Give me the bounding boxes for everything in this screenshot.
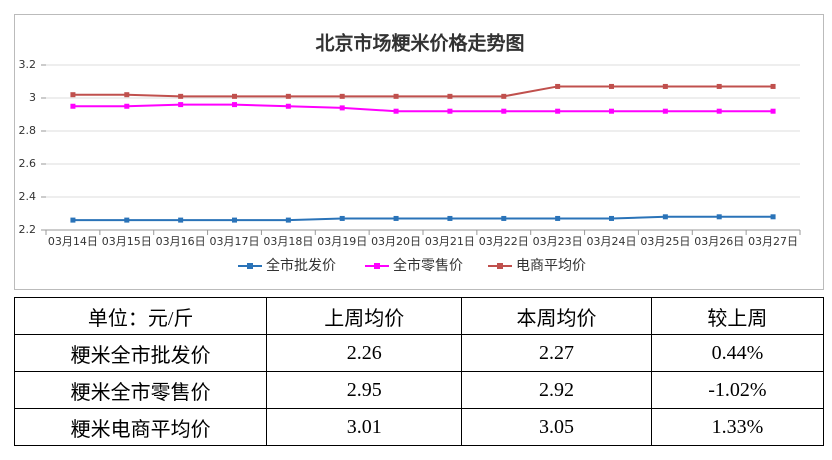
point-marker: [232, 217, 237, 223]
x-tick-label: 03月22日: [479, 235, 529, 248]
table-row: 粳米全市零售价 2.95 2.92 -1.02%: [13, 371, 825, 409]
table-cell: 3.05: [461, 408, 652, 446]
x-tick-label: 03月17日: [210, 235, 260, 248]
x-tick-label: 03月15日: [102, 235, 152, 248]
table-cell: 粳米电商平均价: [13, 408, 268, 446]
point-marker: [716, 83, 722, 89]
table-cell: 粳米全市零售价: [13, 371, 268, 409]
point-marker: [285, 103, 291, 109]
point-marker: [501, 215, 507, 221]
table-cell: 0.44%: [650, 334, 825, 372]
point-marker: [770, 214, 776, 220]
table-cell: 上周均价: [266, 297, 463, 335]
point-marker: [285, 93, 291, 99]
table-cell: 2.95: [266, 371, 463, 409]
legend-marker: [247, 263, 253, 269]
chart-frame: [14, 14, 824, 290]
table-row: 单位：元/斤 上周均价 本周均价 较上周: [13, 297, 825, 335]
series-line: [72, 103, 774, 113]
table-cell: 较上周: [650, 297, 825, 335]
legend-marker: [374, 263, 380, 269]
point-marker: [339, 105, 345, 111]
point-marker: [178, 93, 184, 99]
point-marker: [609, 215, 614, 221]
legend-marker: [497, 263, 503, 269]
y-tick-label: 3: [29, 91, 36, 104]
y-tick-label: 3.2: [19, 58, 37, 71]
point-marker: [662, 214, 668, 220]
point-marker: [609, 83, 614, 89]
series-line: [72, 85, 774, 98]
x-tick-label: 03月27日: [748, 235, 798, 248]
x-tick-label: 03月20日: [371, 235, 421, 248]
point-marker: [447, 93, 453, 99]
point-marker: [662, 108, 668, 114]
x-tick-label: 03月21日: [425, 235, 475, 248]
y-tick-label: 2.2: [19, 223, 37, 236]
point-marker: [770, 83, 776, 89]
table-row: 粳米电商平均价 3.01 3.05 1.33%: [13, 408, 825, 446]
chart: 北京市场粳米价格走势图 2.2 2.4 2.6 2.8 3 3.2 03月14日 03月15日…: [14, 14, 824, 290]
point-marker: [555, 108, 561, 114]
point-marker: [232, 102, 237, 108]
table-cell: 2.92: [461, 371, 652, 409]
table-cell: 2.26: [266, 334, 463, 372]
point-marker: [555, 215, 561, 221]
x-tick-label: 03月18日: [263, 235, 313, 248]
y-tick-label: 2.4: [19, 190, 37, 203]
point-marker: [339, 215, 345, 221]
point-marker: [501, 108, 507, 114]
point-marker: [393, 93, 399, 99]
point-marker: [70, 92, 76, 98]
point-marker: [501, 93, 507, 99]
x-tick-label: 03月23日: [533, 235, 583, 248]
x-tick-label: 03月16日: [156, 235, 206, 248]
point-marker: [124, 103, 130, 109]
x-tick-label: 03月25日: [640, 235, 690, 248]
point-marker: [716, 108, 722, 114]
legend-label: 全市批发价: [266, 257, 336, 274]
point-marker: [178, 217, 184, 223]
point-marker: [70, 103, 76, 109]
point-marker: [447, 108, 453, 114]
point-marker: [555, 83, 561, 89]
table-cell: 粳米全市批发价: [13, 334, 268, 372]
point-marker: [124, 92, 130, 98]
point-marker: [770, 108, 776, 114]
y-tick-label: 2.6: [19, 157, 37, 170]
point-marker: [339, 93, 345, 99]
table-cell: -1.02%: [650, 371, 825, 409]
point-marker: [393, 108, 399, 114]
legend-label: 全市零售价: [393, 257, 463, 274]
table-cell: 本周均价: [461, 297, 652, 335]
point-marker: [124, 217, 130, 223]
point-marker: [178, 102, 184, 108]
x-tick-label: 03月26日: [694, 235, 744, 248]
table-cell: 2.27: [461, 334, 652, 372]
x-tick-label: 03月14日: [48, 235, 98, 248]
point-marker: [232, 93, 237, 99]
table-cell: 单位：元/斤: [13, 297, 268, 335]
point-marker: [70, 217, 76, 223]
point-marker: [662, 83, 668, 89]
table-cell: 3.01: [266, 408, 463, 446]
point-marker: [393, 215, 399, 221]
chart-title: 北京市场粳米价格走势图: [315, 32, 524, 55]
y-tick-label: 2.8: [19, 124, 37, 137]
x-tick-label: 03月24日: [587, 235, 637, 248]
point-marker: [447, 215, 453, 221]
x-tick-label: 03月19日: [317, 235, 367, 248]
table-cell: 1.33%: [650, 408, 825, 446]
point-marker: [609, 108, 614, 114]
point-marker: [285, 217, 291, 223]
series-line: [72, 215, 774, 222]
legend-label: 电商平均价: [516, 258, 586, 274]
summary-table: 单位：元/斤 上周均价 本周均价 较上周 粳米全市批发价 2.26 2.27 0.44% 粳米全…: [13, 297, 825, 446]
table-row: 粳米全市批发价 2.26 2.27 0.44%: [13, 334, 825, 372]
point-marker: [716, 214, 722, 220]
